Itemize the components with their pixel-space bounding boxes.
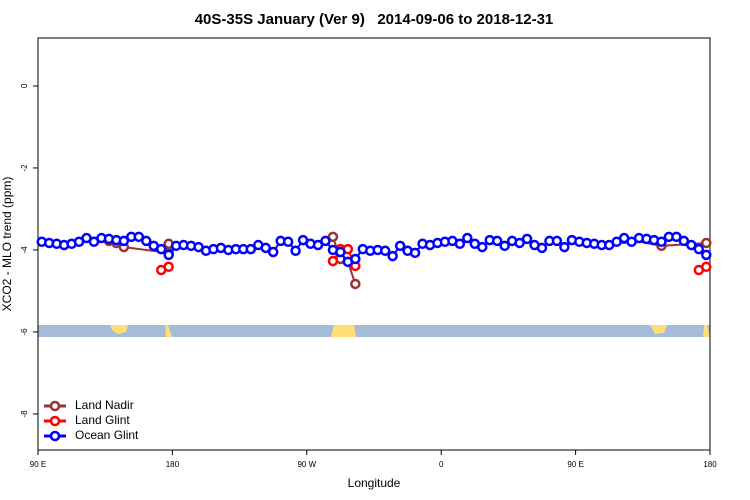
data-point: [671, 231, 682, 243]
x-tick-label: 180: [703, 460, 717, 469]
data-point: [387, 250, 398, 262]
data-point: [701, 249, 712, 261]
map-strip: [38, 325, 710, 337]
x-tick-label: 90 E: [30, 460, 46, 469]
y-tick-label: -8: [20, 410, 29, 418]
legend-label: Land Nadir: [75, 398, 134, 412]
data-point: [551, 235, 563, 247]
x-tick-label: 90 W: [297, 460, 316, 469]
legend-marker: [49, 415, 61, 427]
data-point: [260, 242, 271, 254]
x-tick-label: 0: [439, 460, 444, 469]
data-point: [499, 240, 510, 252]
data-point: [521, 233, 533, 245]
data-point: [693, 243, 705, 255]
data-point: [686, 239, 697, 251]
data-point: [118, 235, 130, 247]
y-tick-label: -2: [20, 164, 29, 172]
legend-label: Land Glint: [75, 413, 130, 427]
legend-marker: [49, 430, 61, 442]
data-point: [312, 239, 324, 251]
data-point: [379, 245, 391, 257]
data-point: [290, 245, 301, 257]
data-point: [282, 236, 294, 247]
data-point: [245, 243, 257, 255]
chart-title: 40S-35S January (Ver 9) 2014-09-06 to 20…: [195, 11, 554, 28]
data-point: [320, 235, 331, 247]
legend-label: Ocean Glint: [75, 428, 139, 442]
y-tick-label: -6: [20, 328, 29, 336]
data-point: [462, 232, 473, 244]
data-point: [514, 237, 525, 249]
x-tick-label: 180: [166, 460, 180, 469]
data-point: [327, 231, 339, 243]
legend-marker: [49, 400, 61, 412]
data-point: [163, 261, 174, 273]
y-tick-label: -4: [20, 246, 29, 254]
x-axis-label: Longitude: [348, 476, 401, 490]
data-point: [155, 243, 167, 255]
legend-item: Land Glint: [44, 413, 130, 427]
legend-item: Ocean Glint: [44, 428, 139, 442]
x-tick-label: 90 E: [567, 460, 583, 469]
data-point: [491, 235, 503, 247]
data-point: [327, 255, 339, 267]
data-point: [163, 249, 174, 261]
data-point: [267, 246, 279, 258]
data-point: [559, 241, 570, 253]
data-point: [350, 253, 361, 265]
legend-item: Land Nadir: [44, 398, 134, 412]
data-point: [141, 235, 152, 247]
data-point: [678, 235, 690, 247]
data-point: [409, 247, 421, 259]
data-point: [133, 231, 145, 243]
data-point: [701, 237, 712, 249]
data-point: [335, 246, 346, 258]
data-point: [394, 240, 406, 252]
data-point: [656, 236, 667, 247]
data-point: [701, 261, 712, 273]
data-point: [536, 242, 548, 254]
y-axis-label: XCO2 - MLO trend (ppm): [0, 177, 14, 312]
data-point: [350, 278, 361, 290]
data-point: [477, 241, 488, 253]
y-tick-label: 0: [20, 83, 29, 88]
data-point: [454, 238, 466, 250]
